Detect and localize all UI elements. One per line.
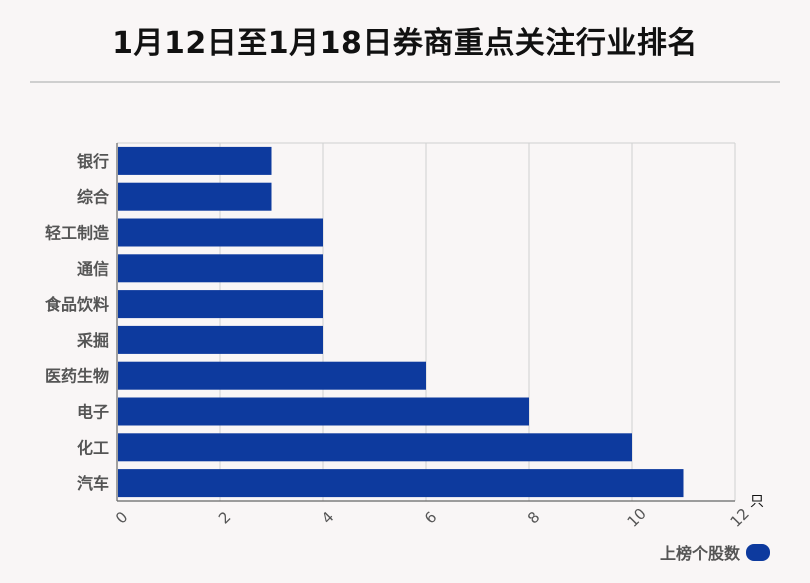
category-label: 通信 [77,259,109,278]
bar [118,469,684,498]
category-label: 汽车 [77,474,109,493]
category-label: 综合 [77,188,110,207]
legend-label: 上榜个股数 [659,544,740,563]
x-tick-label: 12 [727,505,753,531]
category-label: 医药生物 [45,367,109,386]
bar [118,182,272,211]
bar [118,290,323,319]
bar [118,254,323,283]
x-tick-label: 6 [421,508,440,527]
category-label: 食品饮料 [44,295,109,314]
category-label: 化工 [77,438,109,457]
x-tick-label: 8 [524,508,543,527]
bar [118,397,529,426]
legend-swatch [746,543,770,561]
bar [118,361,426,390]
x-tick-label: 10 [624,505,650,531]
title-divider [30,81,780,83]
bar [118,146,272,175]
category-label: 银行 [77,152,109,171]
category-label: 采掘 [76,331,109,350]
category-label: 电子 [77,403,109,422]
x-tick-label: 2 [215,508,234,527]
x-unit-label: 只 [750,494,764,510]
bar [118,218,323,247]
bar [118,433,632,462]
category-label: 轻工制造 [45,224,110,243]
chart-title: 1月12日至1月18日券商重点关注行业排名 [112,26,698,61]
legend: 上榜个股数 [660,540,770,564]
x-tick-label: 4 [318,508,337,527]
bar [118,325,323,354]
x-tick-label: 0 [112,508,131,527]
